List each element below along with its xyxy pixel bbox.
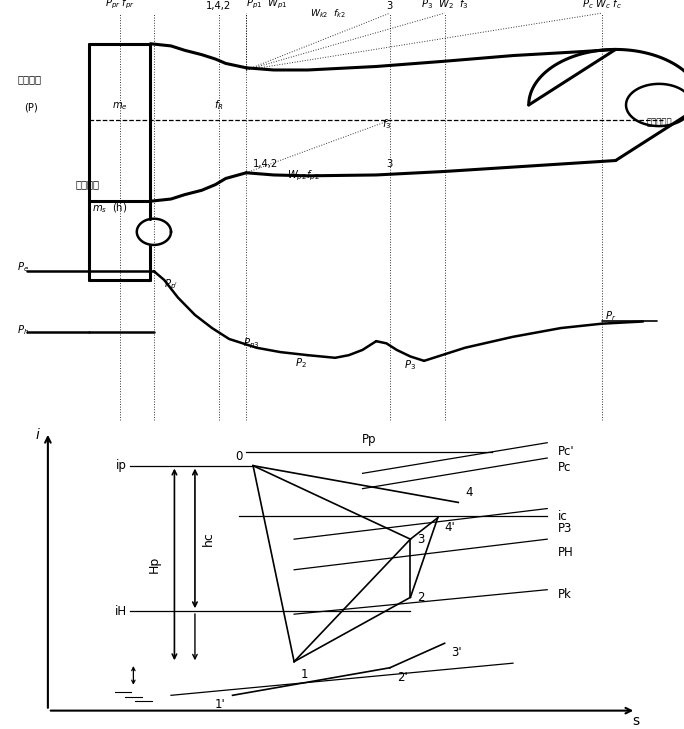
Text: 0: 0	[235, 450, 243, 463]
Text: Pc': Pc'	[557, 445, 574, 459]
Text: 1,4,2: 1,4,2	[253, 159, 278, 169]
Text: (P): (P)	[24, 102, 38, 112]
Text: 4': 4'	[445, 521, 456, 534]
Text: $f_R$: $f_R$	[214, 98, 224, 112]
Text: $P_3$  $W_2$  $f_3$: $P_3$ $W_2$ $f_3$	[421, 0, 469, 11]
Text: 被压缩流体: 被压缩流体	[646, 118, 672, 127]
Text: $P_c$ $W_c$ $f_c$: $P_c$ $W_c$ $f_c$	[582, 0, 622, 11]
Text: 3: 3	[386, 1, 393, 11]
Text: Pk: Pk	[557, 588, 571, 601]
Text: 引射流体: 引射流体	[75, 179, 99, 189]
Text: 3: 3	[386, 159, 393, 169]
Text: 1': 1'	[215, 698, 226, 712]
Text: 2: 2	[417, 590, 425, 604]
Text: $W_{p2}f_{p2}$: $W_{p2}f_{p2}$	[287, 168, 320, 183]
Text: 3: 3	[417, 533, 425, 546]
Text: ip: ip	[116, 459, 127, 472]
Text: $P_{pr}$ $f_{pr}$: $P_{pr}$ $f_{pr}$	[105, 0, 135, 11]
Text: s: s	[633, 714, 640, 728]
Text: $P_h$: $P_h$	[17, 324, 29, 337]
Text: $f_3$: $f_3$	[382, 117, 391, 131]
Text: Hp: Hp	[148, 555, 161, 573]
Text: 2': 2'	[397, 671, 408, 684]
Text: Pp: Pp	[362, 433, 377, 446]
Text: 4: 4	[465, 486, 473, 499]
Text: 3': 3'	[451, 647, 462, 659]
Text: $P_{p3}$: $P_{p3}$	[243, 337, 259, 351]
Text: iH: iH	[114, 604, 127, 617]
Text: $P_3$: $P_3$	[404, 359, 417, 372]
Text: $P_2$: $P_2$	[295, 356, 307, 370]
Text: P3: P3	[557, 522, 572, 535]
Text: hc: hc	[202, 531, 215, 546]
Text: 1: 1	[301, 668, 308, 681]
Text: PH: PH	[557, 547, 573, 559]
Text: $m_e$: $m_e$	[111, 100, 128, 112]
Text: 1,4,2: 1,4,2	[207, 1, 231, 11]
Text: $m_s$  (h): $m_s$ (h)	[92, 201, 128, 214]
Text: $P_{p'}$: $P_{p'}$	[164, 277, 179, 292]
Text: ic: ic	[557, 510, 567, 523]
Text: 工作流体: 工作流体	[17, 74, 41, 84]
Text: i: i	[36, 428, 40, 442]
Text: $W_{k2}$  $f_{k2}$: $W_{k2}$ $f_{k2}$	[311, 7, 346, 20]
Text: Pc: Pc	[557, 461, 571, 474]
Text: $P_{p1}$  $W_{p1}$: $P_{p1}$ $W_{p1}$	[246, 0, 287, 11]
Text: $P_r$: $P_r$	[605, 309, 616, 323]
Text: $P_e$: $P_e$	[17, 260, 29, 273]
